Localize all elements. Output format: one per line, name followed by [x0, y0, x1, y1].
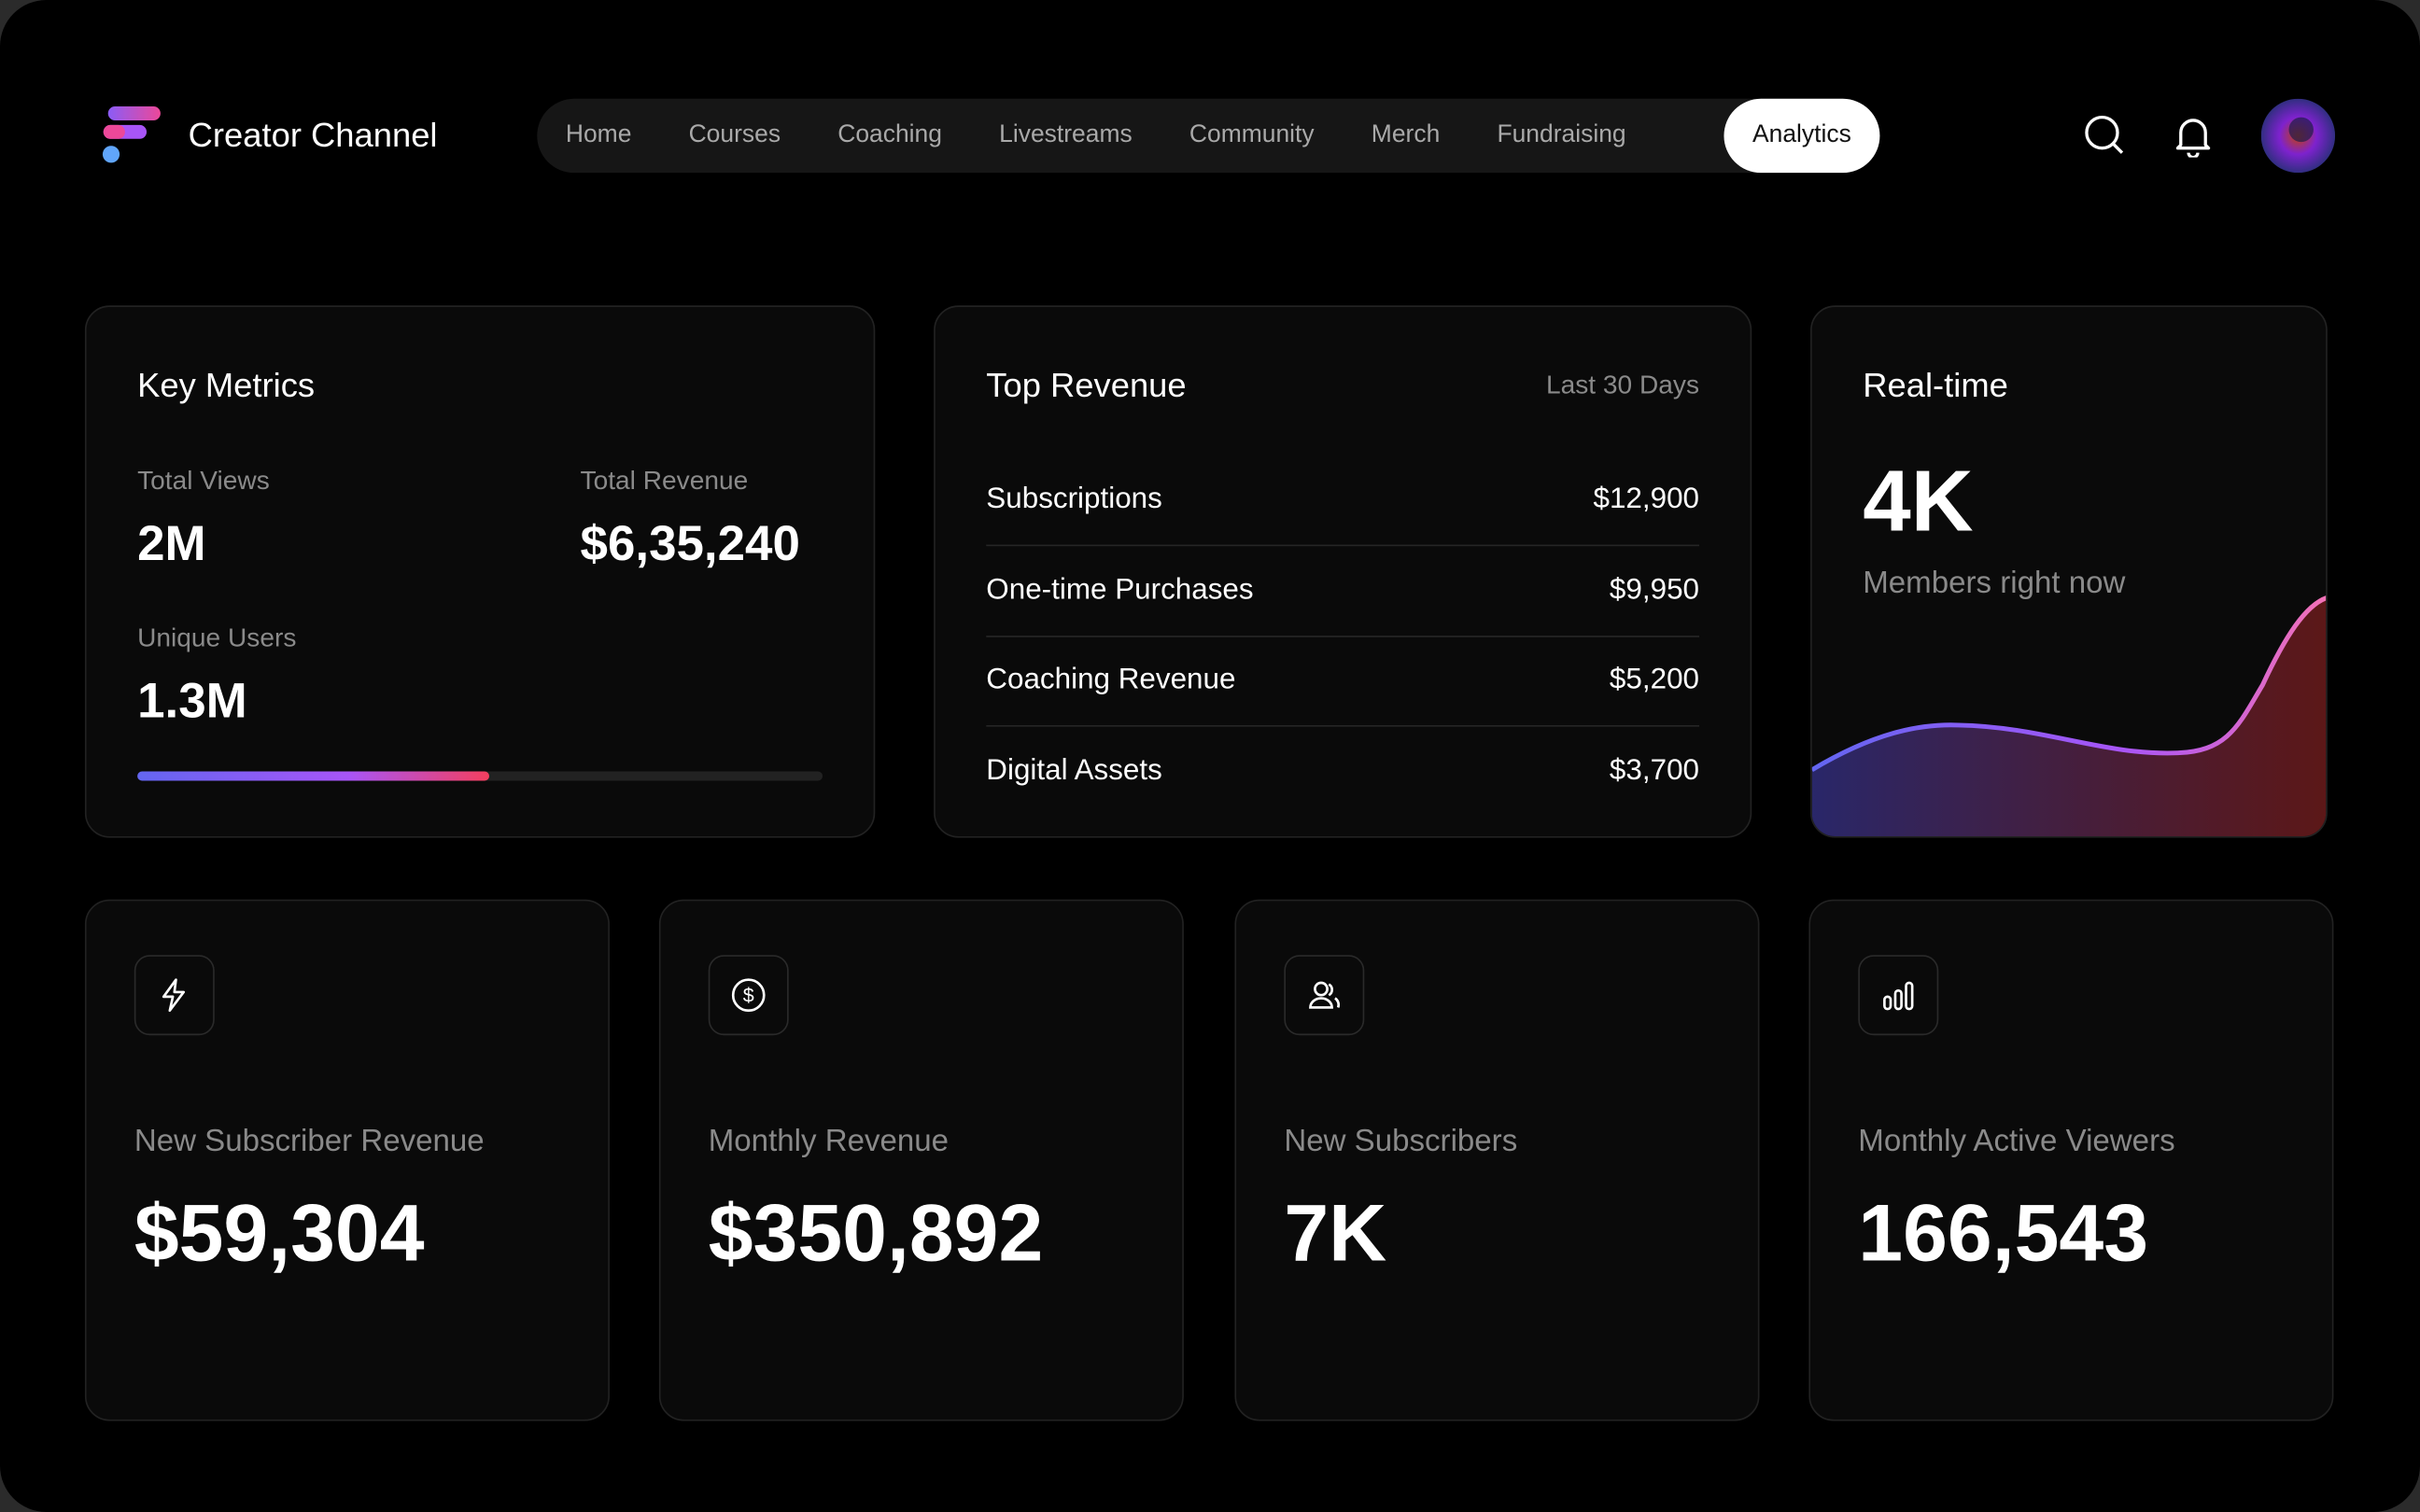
key-metrics-card: Key Metrics Total Views 2M Total Revenue… — [84, 305, 876, 838]
nav-item[interactable]: Analytics — [1724, 98, 1880, 174]
stat-card: New Subscribers 7K — [1234, 899, 1760, 1421]
nav-item[interactable]: Merch — [1371, 121, 1441, 148]
icon: $ — [731, 978, 766, 1013]
nav-item[interactable]: Home — [565, 121, 632, 148]
nav-item[interactable]: Fundraising — [1497, 121, 1626, 148]
stat-label: New Subscribers — [1284, 1125, 1518, 1159]
revenue-row: Digital Assets $3,700 — [986, 726, 1699, 816]
card-title: Key Metrics — [137, 365, 316, 405]
stat-card: Monthly Active Viewers 166,543 — [1808, 899, 2334, 1421]
revenue-label: Coaching Revenue — [986, 663, 1236, 696]
card-title: Real-time — [1863, 365, 2008, 405]
stat-label: Monthly Active Viewers — [1858, 1125, 2175, 1159]
nav-bar: Home Courses Coaching Livestreams Community M… — [537, 98, 1880, 174]
realtime-card: Real-time 4K Members right now — [1810, 305, 2328, 838]
metric-label: Total Revenue — [580, 466, 749, 496]
stat-value: 7K — [1284, 1189, 1387, 1280]
logo[interactable] — [99, 102, 167, 170]
nav-item[interactable]: Livestreams — [999, 121, 1133, 148]
revenue-row: One-time Purchases $9,950 — [986, 545, 1699, 635]
stat-value: 166,543 — [1858, 1189, 2149, 1280]
svg-text:$: $ — [743, 985, 754, 1007]
metric-label: Unique Users — [137, 623, 297, 653]
stat-card: $ Monthly Revenue $350,892 — [658, 899, 1184, 1421]
metric-label: Total Views — [137, 466, 270, 496]
realtime-caption: Members right now — [1863, 566, 2126, 601]
avatar[interactable] — [2260, 98, 2336, 174]
revenue-value: $5,200 — [1609, 663, 1700, 696]
revenue-row: Subscriptions $12,900 — [986, 455, 1699, 545]
nav-item[interactable]: Coaching — [837, 121, 942, 148]
stat-card: New Subscriber Revenue $59,304 — [84, 899, 610, 1421]
top-revenue-card: Top Revenue Last 30 Days Subscriptions $1… — [934, 305, 1752, 838]
brand[interactable]: Creator Channel — [188, 115, 438, 155]
icon — [1309, 981, 1341, 1009]
period[interactable]: Last 30 Days — [1545, 370, 1700, 400]
stat-icon: $ — [708, 955, 789, 1036]
stat-label: New Subscriber Revenue — [134, 1125, 485, 1159]
nav-item[interactable]: Community — [1189, 121, 1315, 148]
realtime-value: 4K — [1863, 452, 1974, 550]
metric-value: 2M — [137, 515, 206, 571]
card-title: Top Revenue — [986, 365, 1187, 405]
realtime-wave — [1811, 595, 2327, 836]
stat-value: $59,304 — [134, 1189, 425, 1280]
search-icon[interactable] — [2084, 114, 2127, 157]
stat-icon — [1858, 955, 1939, 1036]
revenue-label: Subscriptions — [986, 483, 1162, 516]
stat-label: Monthly Revenue — [708, 1125, 950, 1159]
revenue-label: One-time Purchases — [986, 573, 1254, 606]
metric-value: $6,35,240 — [580, 515, 800, 571]
revenue-value: $12,900 — [1593, 483, 1700, 516]
revenue-value: $3,700 — [1609, 753, 1700, 787]
revenue-value: $9,950 — [1609, 573, 1700, 606]
revenue-row: Coaching Revenue $5,200 — [986, 636, 1699, 725]
nav-item[interactable]: Courses — [688, 121, 781, 148]
revenue-label: Digital Assets — [986, 753, 1162, 787]
icon — [1883, 981, 1914, 1011]
icon — [162, 978, 186, 1013]
divider — [986, 635, 1700, 637]
bell-icon[interactable] — [2174, 114, 2214, 158]
metric-value: 1.3M — [137, 672, 247, 729]
divider — [986, 724, 1700, 727]
progress-fill — [137, 771, 490, 781]
divider — [986, 544, 1700, 547]
progress-track — [137, 771, 823, 781]
stat-icon — [1284, 955, 1365, 1036]
stat-value: $350,892 — [708, 1189, 1044, 1280]
stat-icon — [134, 955, 215, 1036]
